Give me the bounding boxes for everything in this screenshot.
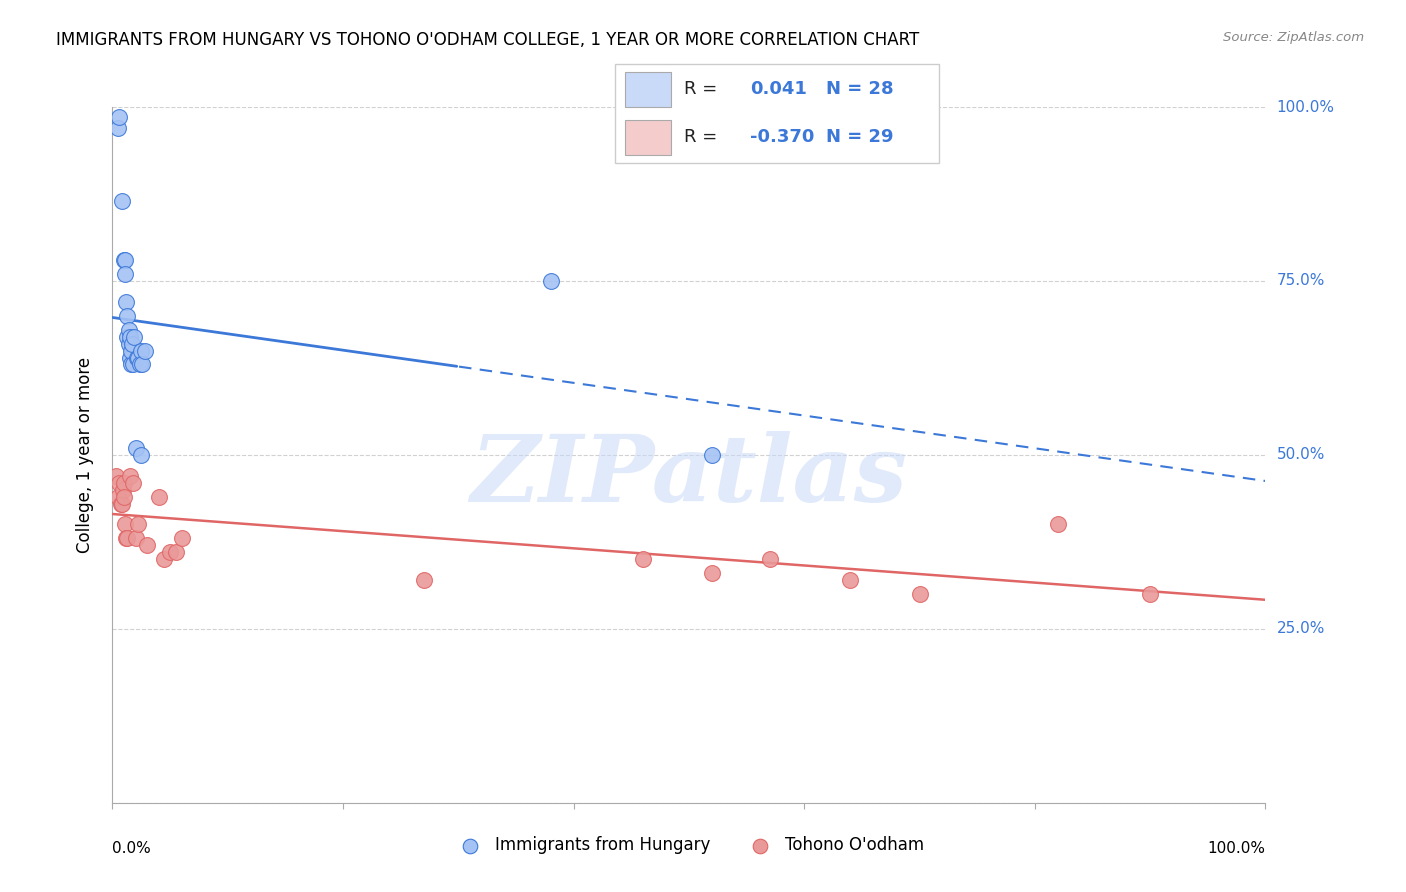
Text: Source: ZipAtlas.com: Source: ZipAtlas.com (1223, 31, 1364, 45)
Point (117, 532, 139, 546)
Point (631, 552, 654, 566)
Point (136, 538, 159, 552)
Point (908, 587, 931, 601)
Text: IMMIGRANTS FROM HUNGARY VS TOHONO O'ODHAM COLLEGE, 1 YEAR OR MORE CORRELATION CH: IMMIGRANTS FROM HUNGARY VS TOHONO O'ODHA… (56, 31, 920, 49)
Point (108, 475, 131, 490)
Point (118, 351, 141, 365)
Point (120, 343, 142, 358)
Point (129, 448, 153, 462)
Point (122, 358, 145, 372)
Point (129, 358, 152, 372)
Point (170, 532, 193, 546)
Point (107, 120, 129, 135)
Point (1139, 587, 1161, 601)
Point (111, 497, 134, 511)
Text: R =: R = (685, 80, 723, 98)
Point (121, 336, 143, 351)
Point (112, 253, 135, 268)
Bar (624, 120, 671, 155)
Point (122, 475, 145, 490)
Point (117, 309, 139, 323)
Point (127, 351, 149, 365)
Point (111, 194, 134, 208)
Point (111, 483, 134, 497)
Point (118, 468, 141, 483)
Point (124, 532, 146, 546)
Point (114, 267, 136, 281)
Point (700, 448, 723, 462)
Point (108, 111, 131, 125)
Y-axis label: College, 1 year or more: College, 1 year or more (76, 357, 94, 553)
Text: ZIPatlas: ZIPatlas (471, 431, 907, 521)
Point (107, 490, 129, 504)
Text: N = 29: N = 29 (827, 128, 894, 146)
Point (1046, 517, 1069, 532)
Point (129, 343, 153, 358)
Text: 100.0%: 100.0% (1277, 100, 1334, 114)
Point (758, 552, 780, 566)
Point (114, 253, 136, 268)
Point (117, 336, 139, 351)
Legend: Immigrants from Hungary, Tohono O'odham: Immigrants from Hungary, Tohono O'odham (447, 830, 931, 861)
Text: N = 28: N = 28 (827, 80, 894, 98)
Point (120, 358, 142, 372)
Point (112, 475, 135, 490)
Point (115, 532, 138, 546)
Point (839, 573, 862, 587)
Point (110, 497, 132, 511)
Point (112, 490, 135, 504)
Text: 100.0%: 100.0% (1208, 841, 1265, 856)
Point (153, 552, 176, 566)
Point (125, 351, 148, 365)
Text: 75.0%: 75.0% (1277, 274, 1324, 288)
Text: 25.0%: 25.0% (1277, 622, 1324, 636)
Point (165, 545, 187, 559)
Text: 50.0%: 50.0% (1277, 448, 1324, 462)
Point (148, 490, 170, 504)
Point (159, 545, 181, 559)
Point (412, 573, 434, 587)
Point (134, 343, 156, 358)
Bar (624, 71, 671, 106)
Point (127, 517, 149, 532)
Point (114, 517, 136, 532)
FancyBboxPatch shape (614, 64, 939, 163)
Text: -0.370: -0.370 (751, 128, 814, 146)
Point (124, 329, 146, 343)
Text: 0.041: 0.041 (751, 80, 807, 98)
Point (124, 441, 146, 455)
Point (115, 294, 138, 309)
Text: R =: R = (685, 128, 723, 146)
Point (700, 566, 723, 581)
Point (118, 329, 141, 343)
Point (104, 468, 127, 483)
Point (131, 358, 153, 372)
Text: 0.0%: 0.0% (112, 841, 152, 856)
Point (117, 329, 139, 343)
Point (117, 323, 139, 337)
Point (540, 274, 562, 288)
